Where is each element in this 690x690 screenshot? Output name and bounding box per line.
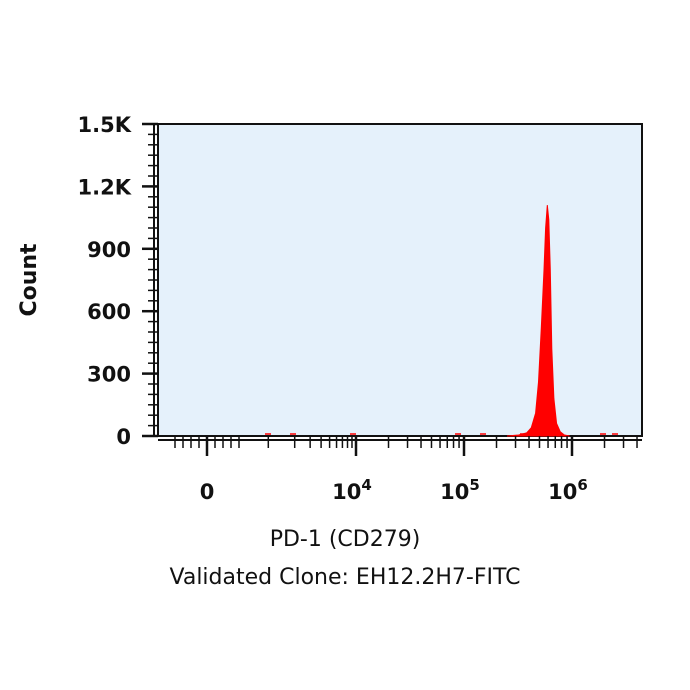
y-tick-label: 0 [116, 425, 131, 449]
series-layer [265, 205, 618, 437]
x-axis-label: PD-1 (CD279) [269, 527, 421, 552]
x-tick-label: 105 [440, 476, 480, 504]
x-axis-sublabel: Validated Clone: EH12.2H7-FITC [169, 565, 521, 590]
y-tick-label: 1.5K [78, 113, 132, 137]
histogram-series-0 [506, 205, 570, 437]
x-tick-label: 106 [548, 476, 588, 504]
x-tick-label: 0 [200, 480, 215, 504]
y-tick-label: 900 [87, 238, 131, 262]
y-axis: 0 300 600 900 1.2K 1.5K [78, 113, 158, 449]
x-axis: 0 104 105 106 [158, 436, 642, 504]
y-tick-label: 1.2K [78, 175, 132, 199]
plot-area [157, 123, 643, 437]
y-axis-label: Count [17, 243, 42, 317]
y-tick-label: 600 [87, 300, 131, 324]
x-tick-label: 104 [332, 476, 372, 504]
y-tick-label: 300 [87, 363, 131, 387]
